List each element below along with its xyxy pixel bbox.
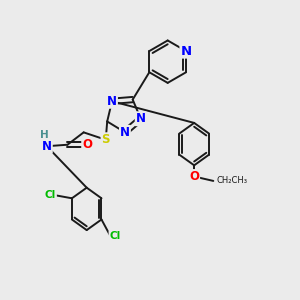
Text: O: O	[189, 170, 199, 183]
Text: Cl: Cl	[110, 231, 121, 241]
Text: S: S	[101, 133, 110, 146]
Text: N: N	[42, 140, 52, 153]
Text: N: N	[107, 95, 117, 108]
Text: N: N	[120, 126, 130, 139]
Text: N: N	[181, 45, 192, 58]
Text: CH₂CH₃: CH₂CH₃	[216, 176, 247, 185]
Text: N: N	[136, 112, 146, 125]
Text: O: O	[82, 138, 92, 151]
Text: H: H	[40, 130, 48, 140]
Text: Cl: Cl	[45, 190, 56, 200]
